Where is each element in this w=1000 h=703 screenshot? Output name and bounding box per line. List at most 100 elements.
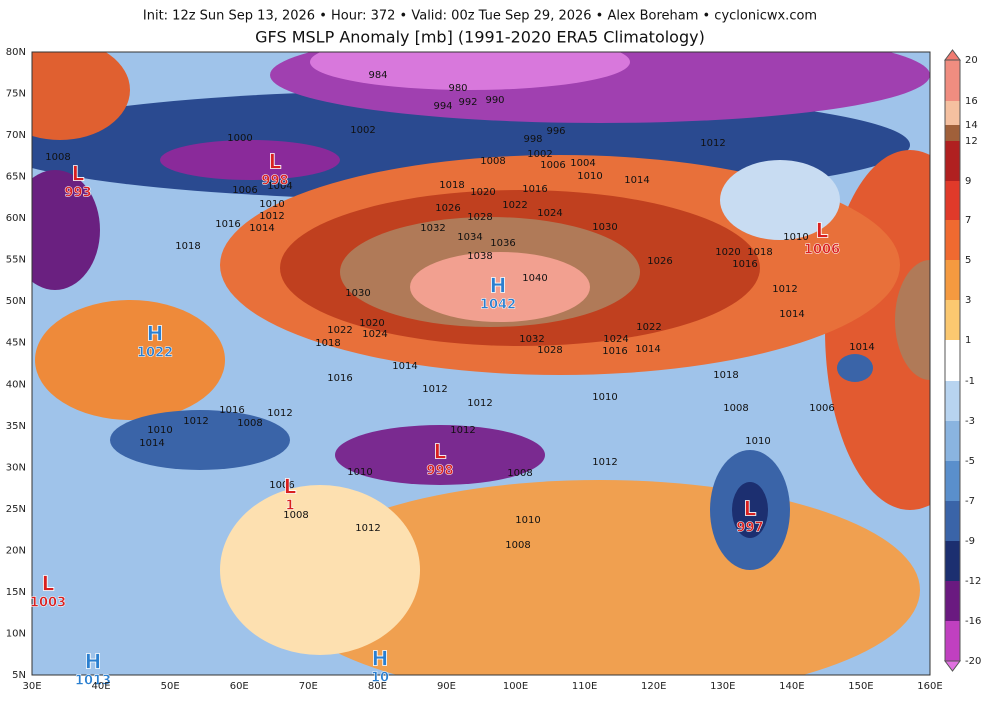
isobar-label: 1018 (713, 370, 738, 381)
pressure-centers: L993L998H1042L1006H1022L998L997L1003H101… (30, 149, 841, 689)
colorbar-tick-label: 7 (965, 215, 971, 226)
isobar-label: 1018 (315, 338, 340, 349)
lon-label: 120E (641, 681, 666, 692)
anomaly-area (32, 170, 100, 290)
colorbar-tick-label: 5 (965, 255, 971, 266)
isobar-label: 1010 (783, 232, 808, 243)
lon-label: 140E (779, 681, 804, 692)
isobar-label: 1020 (715, 247, 740, 258)
colorbar-segment (945, 381, 960, 421)
isobar-label: 1026 (647, 256, 672, 267)
center-letter: L (269, 150, 282, 174)
center-value: 998 (426, 464, 453, 479)
isobar-label: 1002 (527, 149, 552, 160)
isobar-label: 1034 (457, 232, 482, 243)
title: GFS MSLP Anomaly [mb] (1991-2020 ERA5 Cl… (255, 28, 705, 47)
isobar-label: 1016 (219, 405, 244, 416)
map-frame (31, 51, 931, 676)
colorbar-tick-label: 14 (965, 120, 978, 131)
isobar-label: 1016 (522, 184, 547, 195)
isobar-label: 1022 (327, 325, 352, 336)
isobar-label: 1012 (772, 284, 797, 295)
anomaly-area (837, 354, 873, 382)
isobar-label: 980 (448, 83, 467, 94)
isobar-label: 1008 (507, 468, 532, 479)
isobar-label: 1012 (700, 138, 725, 149)
isobar-label: 1008 (283, 510, 308, 521)
isobar-label: 1016 (215, 219, 240, 230)
lon-label: 90E (437, 681, 456, 692)
isobar-label: 1036 (490, 238, 515, 249)
isobar-label: 1022 (636, 322, 661, 333)
lon-label: 160E (917, 681, 942, 692)
isobar-label: 1010 (259, 199, 284, 210)
colorbar: 20 16 14 12 9 7 5 3 1 -1 -3 -5 -7 -9 -12 -16 -20 (944, 49, 981, 672)
lat-label: 25N (6, 504, 26, 515)
isobar-label: 1024 (537, 208, 562, 219)
isobar-label: 1016 (602, 346, 627, 357)
isobar-label: 1032 (519, 334, 544, 345)
isobar-label: 1008 (723, 403, 748, 414)
isobar-label: 1014 (779, 309, 804, 320)
map (32, 52, 930, 675)
isobar-label: 1014 (392, 361, 417, 372)
axes: 30E 40E 50E 60E 70E 80E 90E 100E 110E 120E 130E 140… (6, 47, 943, 692)
center-letter: L (816, 219, 829, 243)
colorbar-segment (945, 300, 960, 340)
colorbar-segment (945, 260, 960, 300)
isobar-label: 1040 (522, 273, 547, 284)
isobar-label: 1012 (450, 425, 475, 436)
isobar-label: 1000 (227, 133, 252, 144)
isobar-label: 1012 (355, 523, 380, 534)
center-value: 997 (736, 521, 763, 536)
anomaly-area (410, 252, 590, 322)
anomaly-area (310, 52, 630, 90)
lat-label: 50N (6, 296, 26, 307)
lon-label: 130E (710, 681, 735, 692)
center-letter: H (490, 274, 507, 298)
anomaly-area (732, 482, 768, 538)
colorbar-segment (945, 181, 960, 220)
lon-label: 70E (299, 681, 318, 692)
isobar-label: 1018 (747, 247, 772, 258)
anomaly-area (110, 410, 290, 470)
isobar-label: 1014 (624, 175, 649, 186)
lon-label: 110E (572, 681, 597, 692)
anomaly-area (32, 52, 130, 140)
lon-label: 150E (848, 681, 873, 692)
lat-label: 30N (6, 462, 26, 473)
lat-label: 60N (6, 213, 26, 224)
center-letter: L (434, 440, 447, 464)
isobar-label: 1010 (577, 171, 602, 182)
colorbar-segment (945, 60, 960, 101)
colorbar-segment (945, 461, 960, 501)
isobar-label: 990 (485, 95, 504, 106)
lon-label: 50E (161, 681, 180, 692)
colorbar-segment (945, 101, 960, 125)
center-letter: L (72, 162, 85, 186)
colorbar-tick-label: 20 (965, 55, 978, 66)
lon-label: 30E (22, 681, 41, 692)
colorbar-frame (944, 59, 961, 662)
isobar-label: 1014 (635, 344, 660, 355)
colorbar-tick-label: 1 (965, 335, 971, 346)
isobar-label: 1020 (470, 187, 495, 198)
anomaly-area (720, 160, 840, 240)
center-value: 1042 (480, 298, 516, 313)
center-value: 993 (64, 186, 91, 201)
isobar-label: 1002 (350, 125, 375, 136)
colorbar-tick-label: 12 (965, 136, 978, 147)
colorbar-tick-label: -3 (965, 416, 975, 427)
lat-label: 10N (6, 628, 26, 639)
isobar-label: 1006 (540, 160, 565, 171)
colorbar-tick-label: -20 (965, 656, 981, 667)
colorbar-segment (945, 541, 960, 581)
isobar-label: 1008 (505, 540, 530, 551)
isobar-label: 1024 (603, 334, 628, 345)
isobar-label: 1014 (849, 342, 874, 353)
isobar-label: 1028 (537, 345, 562, 356)
isobar-label: 1012 (267, 408, 292, 419)
isobar-label: 1010 (347, 467, 372, 478)
colorbar-tick-label: -12 (965, 576, 981, 587)
